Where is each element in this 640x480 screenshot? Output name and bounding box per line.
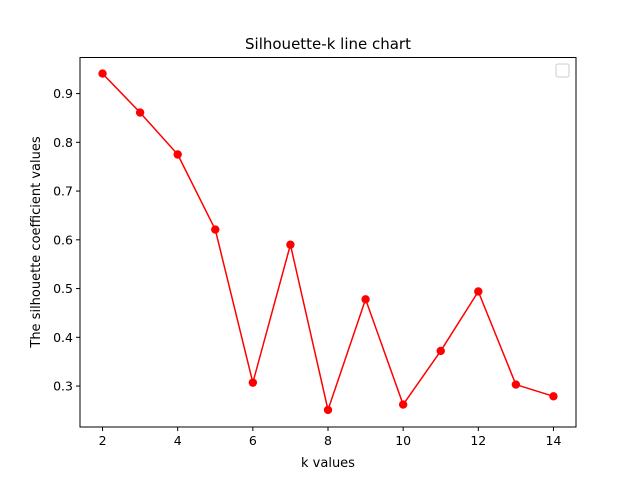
data-point-marker [549,392,558,401]
data-point-marker [361,295,370,304]
x-tick-label: 6 [249,433,257,448]
y-tick-label: 0.6 [53,232,73,247]
data-point-marker [211,225,220,234]
x-tick-label: 8 [324,433,332,448]
x-tick-label: 12 [470,433,486,448]
y-tick-label: 0.9 [53,86,73,101]
tick-layer: 2 4 6 8 10 12 14 0.3 0.4 0.5 0.6 0.7 0.8 0.9 [53,86,561,448]
data-point-marker [286,240,295,249]
y-tick-label: 0.8 [53,135,73,150]
x-tick-label: 2 [99,433,107,448]
chart-title: Silhouette-k line chart [245,35,411,53]
x-tick-label: 10 [395,433,411,448]
data-point-marker [173,150,182,159]
data-point-marker [474,287,483,296]
y-tick-label: 0.5 [53,281,73,296]
plot-area-frame [79,57,577,428]
y-tick-label: 0.7 [53,184,73,199]
data-point-marker [248,378,258,387]
data-point-marker [323,405,333,415]
data-point-marker [135,108,145,117]
x-tick-label: 14 [546,433,562,448]
y-tick-label: 0.4 [53,330,73,345]
data-point-marker [98,69,107,78]
x-axis-label: k values [301,456,355,471]
y-tick-label: 0.3 [53,379,73,394]
data-point-marker [398,400,408,409]
x-tick-label: 4 [174,433,182,448]
series-layer [98,69,558,415]
y-axis-label: The silhouette coefficient values [29,136,44,348]
data-point-marker [511,380,521,389]
data-point-marker [436,346,445,356]
legend-box [555,63,570,78]
